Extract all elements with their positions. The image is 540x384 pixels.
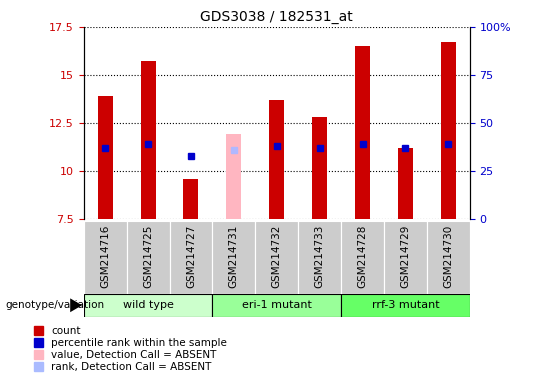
Bar [269,100,284,219]
Bar [212,294,341,317]
Polygon shape [70,298,82,312]
Bar [84,294,212,317]
Text: GSM214728: GSM214728 [357,224,368,288]
Text: GSM214730: GSM214730 [443,224,454,288]
Text: GSM214716: GSM214716 [100,224,110,288]
Bar [355,46,370,219]
Legend: count, percentile rank within the sample, value, Detection Call = ABSENT, rank, : count, percentile rank within the sample… [32,324,229,374]
Bar [441,42,456,219]
Title: GDS3038 / 182531_at: GDS3038 / 182531_at [200,10,353,25]
Bar [98,96,113,219]
Text: GSM214727: GSM214727 [186,224,196,288]
Text: GSM214725: GSM214725 [143,224,153,288]
Bar [140,61,156,219]
Bar [298,221,341,294]
Bar [226,134,241,219]
Text: rrf-3 mutant: rrf-3 mutant [372,300,439,310]
Text: GSM214733: GSM214733 [315,224,325,288]
Bar [84,221,126,294]
Bar [341,294,470,317]
Bar [312,117,327,219]
Bar [255,221,298,294]
Text: genotype/variation: genotype/variation [5,300,105,310]
Bar [398,148,413,219]
Text: GSM214731: GSM214731 [229,224,239,288]
Bar [170,221,212,294]
Text: GSM214729: GSM214729 [401,224,410,288]
Bar [184,179,199,219]
Bar [384,221,427,294]
Bar [341,221,384,294]
Text: wild type: wild type [123,300,173,310]
Bar [427,221,470,294]
Text: GSM214732: GSM214732 [272,224,282,288]
Bar [126,221,170,294]
Text: eri-1 mutant: eri-1 mutant [242,300,312,310]
Bar [212,221,255,294]
